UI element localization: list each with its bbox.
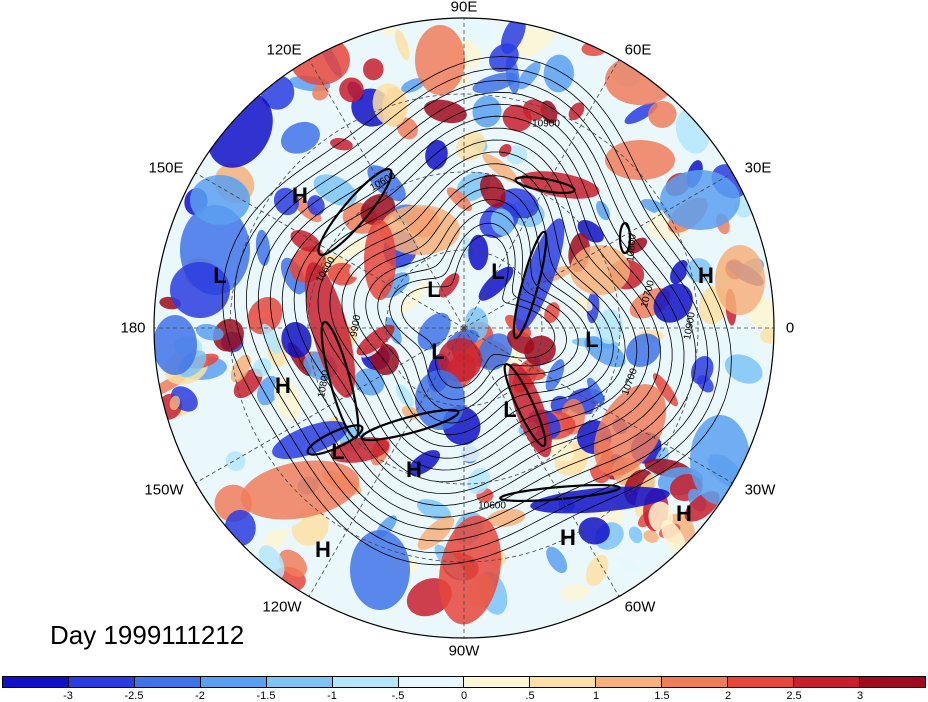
- colorbar-cell: [266, 677, 333, 687]
- colorbar-cell: [530, 677, 597, 687]
- colorbar-tick-label: 1.5: [654, 690, 670, 702]
- high-center: H: [315, 537, 331, 562]
- high-center: H: [406, 457, 422, 482]
- colorbar-tick-label: 2: [724, 690, 732, 702]
- low-center: L: [491, 259, 505, 284]
- colorbar-cell: [3, 677, 69, 687]
- high-center: H: [676, 501, 692, 526]
- lon-label-60w: 60W: [624, 598, 656, 616]
- high-center: H: [275, 373, 291, 398]
- colorbar: [2, 676, 926, 688]
- colorbar-tick-label: 1: [592, 690, 600, 702]
- lon-label-90e: 90E: [450, 0, 478, 16]
- colorbar-cell: [332, 677, 399, 687]
- lon-label-180: 180: [120, 319, 146, 337]
- lon-label-120e: 120E: [266, 41, 302, 59]
- colorbar-tick-label: 0: [460, 690, 468, 702]
- low-center: L: [213, 263, 227, 288]
- colorbar-cell: [728, 677, 795, 687]
- lon-label-150w: 150W: [144, 481, 184, 499]
- day-title: Day 1999111212: [50, 620, 245, 650]
- map-boundary: [153, 17, 775, 639]
- colorbar-cell: [794, 677, 860, 687]
- lon-label-0: 0: [785, 319, 795, 337]
- colorbar-tick-label: -2: [195, 690, 205, 702]
- colorbar-tick-label: -1.5: [256, 690, 276, 702]
- lon-label-30w: 30W: [744, 481, 776, 499]
- colorbar-cell: [464, 677, 531, 687]
- low-center: L: [585, 327, 599, 352]
- colorbar-cell: [398, 677, 465, 687]
- colorbar-cell: [662, 677, 729, 687]
- high-center: H: [292, 183, 308, 208]
- contour-label: 10900: [532, 118, 560, 130]
- high-center: H: [560, 525, 576, 550]
- low-center: L: [427, 277, 441, 302]
- colorbar-tick-label: -.5: [391, 690, 405, 702]
- colorbar-cell: [134, 677, 201, 687]
- colorbar-tick-label: -3: [63, 690, 73, 702]
- high-center: H: [698, 263, 714, 288]
- lon-label-90w: 90W: [448, 642, 480, 660]
- lon-label-120w: 120W: [262, 598, 302, 616]
- contour-label: 10600: [478, 500, 506, 512]
- colorbar-tick-label: 2.5: [786, 690, 802, 702]
- colorbar-cell: [596, 677, 663, 687]
- lon-label-30e: 30E: [744, 159, 772, 177]
- low-center: L: [431, 339, 445, 364]
- colorbar-cell: [859, 677, 925, 687]
- colorbar-tick-label: .5: [525, 690, 535, 702]
- colorbar-tick-label: 3: [856, 690, 864, 702]
- colorbar-cell: [200, 677, 267, 687]
- anomaly-field: [154, 18, 774, 638]
- lon-label-60e: 60E: [624, 41, 652, 59]
- colorbar-cell: [68, 677, 135, 687]
- low-center: L: [503, 397, 517, 422]
- colorbar-tick-label: -2.5: [124, 690, 144, 702]
- low-center: L: [331, 439, 345, 464]
- colorbar-tick-label: -1: [327, 690, 337, 702]
- lon-label-150e: 150E: [148, 159, 184, 177]
